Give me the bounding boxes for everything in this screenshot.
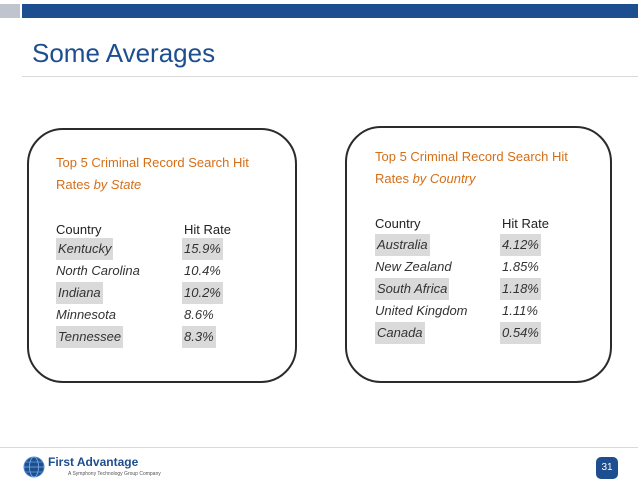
row-name: Australia xyxy=(375,234,430,256)
card-by-state-col-rate: Hit Rate xyxy=(184,222,231,237)
card-by-country-heading: Top 5 Criminal Record Search Hit Rates b… xyxy=(375,146,568,190)
card-by-state-heading-line2: Rates by State xyxy=(56,174,249,196)
top-banner-bar xyxy=(22,4,638,18)
row-name: South Africa xyxy=(375,278,450,300)
row-rate: 10.2% xyxy=(182,282,223,304)
logo-name: First Advantage xyxy=(48,455,139,469)
row-rate: 8.3% xyxy=(182,326,216,348)
row-rate: 8.6% xyxy=(184,307,214,322)
card-by-country-heading-emphasis: by Country xyxy=(412,171,476,186)
company-logo: First Advantage A Symphony Technology Gr… xyxy=(22,453,161,485)
card-by-state-heading: Top 5 Criminal Record Search Hit Rates b… xyxy=(56,152,249,196)
row-rate: 1.11% xyxy=(502,303,538,318)
card-by-country-heading-prefix: Rates xyxy=(375,171,413,186)
row-name: Minnesota xyxy=(56,307,116,322)
row-name: Indiana xyxy=(56,282,103,304)
card-by-state-col-name: Country xyxy=(56,222,102,237)
row-name: New Zealand xyxy=(375,259,452,274)
card-by-country-col-name: Country xyxy=(375,216,421,231)
card-by-country-heading-line1: Top 5 Criminal Record Search Hit xyxy=(375,149,568,164)
page-number: 31 xyxy=(596,457,618,479)
footer-divider xyxy=(0,447,638,448)
row-name: Canada xyxy=(375,322,425,344)
row-name: United Kingdom xyxy=(375,303,468,318)
title-divider xyxy=(22,76,638,77)
globe-icon xyxy=(23,456,45,478)
card-by-state-heading-prefix: Rates xyxy=(56,177,94,192)
slide-title: Some Averages xyxy=(32,38,216,68)
row-rate: 10.4% xyxy=(184,263,221,278)
row-rate: 1.18% xyxy=(500,278,541,300)
top-banner-accent xyxy=(0,4,20,18)
row-name: Kentucky xyxy=(56,238,114,260)
card-by-country-heading-line2: Rates by Country xyxy=(375,168,568,190)
row-name: Tennessee xyxy=(56,326,124,348)
card-by-country-col-rate: Hit Rate xyxy=(502,216,549,231)
row-rate: 4.12% xyxy=(500,234,541,256)
row-name: North Carolina xyxy=(56,263,140,278)
card-by-state-heading-line1: Top 5 Criminal Record Search Hit xyxy=(56,155,249,170)
row-rate: 15.9% xyxy=(182,238,223,260)
logo-tagline: A Symphony Technology Group Company xyxy=(68,471,161,477)
row-rate: 0.54% xyxy=(500,322,541,344)
top-banner xyxy=(0,0,638,18)
row-rate: 1.85% xyxy=(502,259,539,274)
card-by-state-heading-emphasis: by State xyxy=(93,177,142,192)
